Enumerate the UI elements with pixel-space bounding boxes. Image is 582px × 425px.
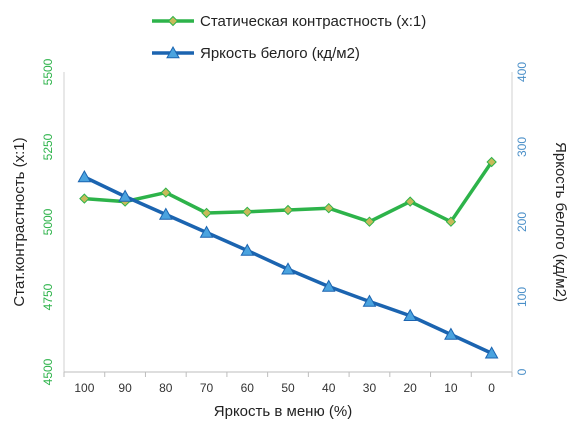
left-y-tick-label: 4500 <box>41 358 55 385</box>
data-point <box>404 196 416 207</box>
left-y-tick-label: 5250 <box>41 133 55 160</box>
data-point <box>281 262 295 275</box>
right-y-tick-label: 400 <box>515 62 529 82</box>
data-point <box>240 243 255 256</box>
data-point <box>160 187 172 198</box>
x-tick-label: 50 <box>281 381 295 395</box>
data-point <box>199 225 214 238</box>
data-point <box>201 207 212 219</box>
series-layer <box>77 156 499 359</box>
data-point <box>118 189 132 202</box>
data-point <box>242 206 253 218</box>
data-point <box>282 204 294 216</box>
data-point <box>362 294 377 307</box>
legend-marker <box>166 45 180 59</box>
data-point <box>364 216 375 227</box>
legend-item: Яркость белого (кд/м2) <box>152 45 360 62</box>
left-y-tick-label: 5000 <box>41 208 55 235</box>
right-y-tick-label: 300 <box>515 137 529 157</box>
x-tick-label: 40 <box>322 381 336 395</box>
data-point <box>444 327 458 340</box>
x-tick-label: 60 <box>241 381 255 395</box>
data-point <box>445 216 457 227</box>
right-y-tick-label: 200 <box>515 212 529 232</box>
data-point <box>77 169 92 183</box>
x-tick-label: 90 <box>118 381 132 395</box>
data-point <box>484 346 499 359</box>
legend-marker <box>167 15 179 27</box>
legend: Статическая контрастность (x:1) Яркость б… <box>152 13 426 62</box>
data-point <box>486 156 497 168</box>
x-tick-label: 10 <box>444 381 458 395</box>
legend-label: Статическая контрастность (x:1) <box>200 13 426 30</box>
legend-label: Яркость белого (кд/м2) <box>200 45 360 62</box>
data-point <box>403 308 418 322</box>
left-y-tick-label: 4750 <box>41 283 55 310</box>
left-y-axis-title: Стат.контрастность (x:1) <box>11 137 28 306</box>
x-tick-label: 20 <box>404 381 418 395</box>
x-tick-label: 80 <box>159 381 173 395</box>
legend-item: Статическая контрастность (x:1) <box>152 13 426 30</box>
right-y-axis-title: Яркость белого (кд/м2) <box>552 142 569 302</box>
x-tick-label: 30 <box>363 381 377 395</box>
data-point <box>321 279 336 292</box>
x-tick-label: 100 <box>74 381 94 395</box>
x-tick-label: 0 <box>488 381 495 395</box>
series-2 <box>77 169 499 359</box>
left-y-tick-label: 5500 <box>41 58 55 85</box>
data-point <box>79 193 90 204</box>
right-y-tick-label: 100 <box>515 287 529 307</box>
right-y-tick-label: 0 <box>515 368 529 375</box>
data-point <box>323 202 334 214</box>
axes: 100 90 80 70 60 50 40 30 20 10 0450047505000525055… <box>41 58 529 395</box>
x-tick-label: 70 <box>200 381 214 395</box>
data-point <box>158 207 173 220</box>
series-1 <box>79 156 497 227</box>
x-axis-title: Яркость в меню (%) <box>214 403 352 420</box>
